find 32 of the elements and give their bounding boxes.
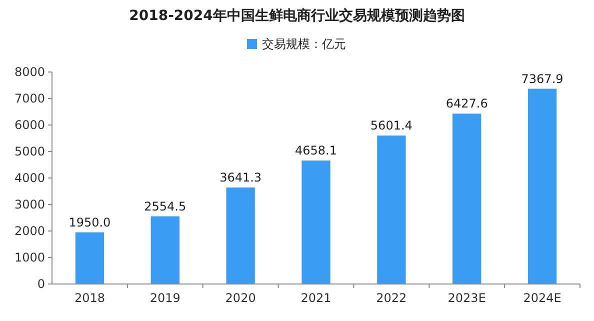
x-tick-label: 2020 bbox=[225, 291, 256, 305]
x-tick-label: 2023E bbox=[448, 291, 486, 305]
bar bbox=[452, 114, 482, 284]
bar bbox=[150, 216, 180, 284]
y-tick-label: 8000 bbox=[14, 65, 45, 79]
x-tick-label: 2021 bbox=[300, 291, 332, 305]
y-tick-label: 5000 bbox=[14, 144, 45, 158]
y-tick-label: 2000 bbox=[14, 224, 45, 238]
x-tick-label: 2024E bbox=[523, 291, 562, 305]
bar bbox=[377, 136, 406, 284]
legend-label: 交易规模：亿元 bbox=[262, 37, 346, 51]
y-tick-label: 3000 bbox=[14, 198, 45, 212]
chart-title: 2018-2024年中国生鲜电商行业交易规模预测趋势图 bbox=[129, 7, 465, 24]
text: 6427.6 bbox=[446, 96, 488, 111]
text: 5601.4 bbox=[370, 118, 412, 133]
y-tick-label: 1000 bbox=[14, 250, 45, 264]
text: 4658.1 bbox=[295, 144, 337, 158]
text: 7367.9 bbox=[521, 72, 564, 86]
bar bbox=[226, 188, 255, 284]
text: 2554.5 bbox=[144, 199, 186, 214]
y-tick-label: 0 bbox=[37, 277, 45, 291]
bar bbox=[75, 232, 104, 284]
text: 1950.0 bbox=[68, 215, 111, 230]
y-tick-label: 7000 bbox=[14, 92, 45, 106]
y-tick-label: 6000 bbox=[14, 118, 45, 132]
text: 3641.3 bbox=[220, 170, 262, 185]
bar bbox=[528, 88, 557, 284]
y-tick-label: 4000 bbox=[14, 171, 45, 185]
bar bbox=[302, 160, 330, 284]
x-tick-label: 2022 bbox=[376, 291, 407, 305]
x-tick-label: 2019 bbox=[150, 291, 180, 305]
x-tick-label: 2018 bbox=[74, 291, 105, 305]
